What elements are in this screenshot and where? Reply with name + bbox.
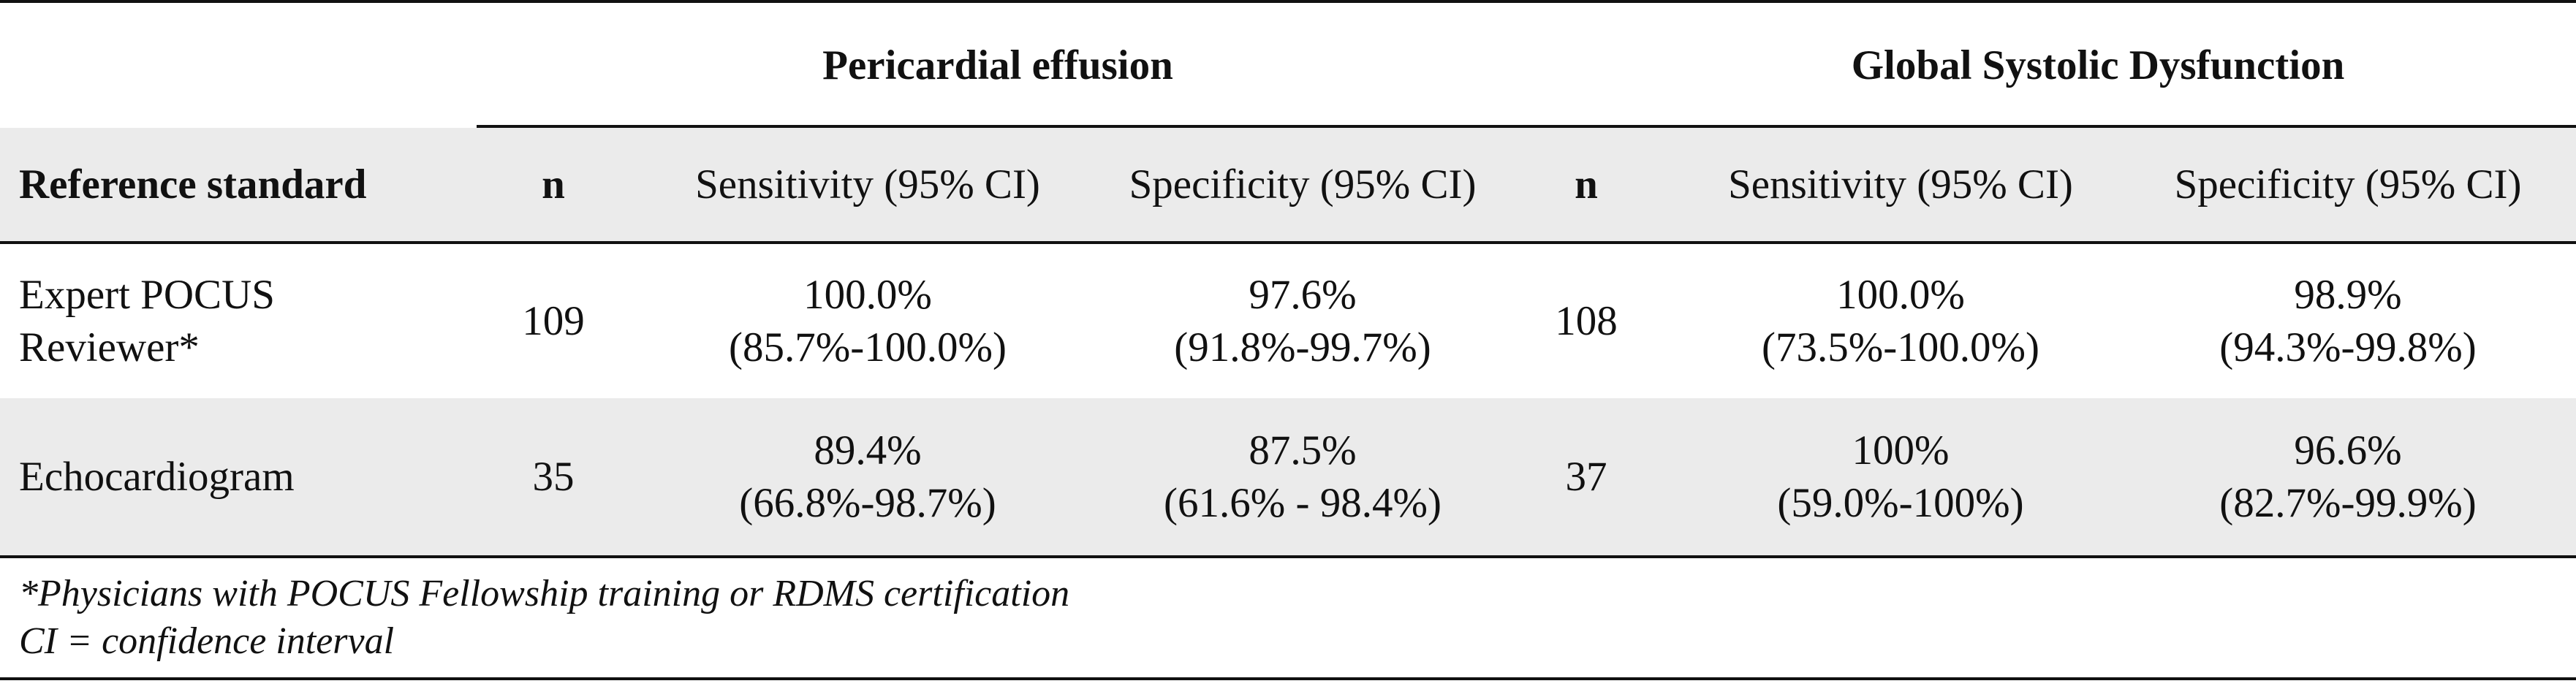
- table-row-2-sensitivity-pericardial: 89.4% (66.8%-98.7%): [630, 398, 1105, 555]
- footnote-ci: CI = confidence interval: [19, 620, 395, 662]
- group-header-pericardial: Pericardial effusion: [822, 42, 1173, 88]
- row-1-sens2-ci: (73.5%-100.0%): [1762, 324, 2039, 370]
- table-row-1-sensitivity-pericardial: 100.0% (85.7%-100.0%): [630, 244, 1105, 398]
- row-2-spec1-value: 87.5%: [1249, 427, 1357, 473]
- table-row-1-reference: Expert POCUS Reviewer*: [0, 244, 477, 398]
- row-2-spec2-ci: (82.7%-99.9%): [2219, 479, 2477, 526]
- row-2-sens1-ci: (66.8%-98.7%): [739, 479, 996, 526]
- group-header-systolic: Global Systolic Dysfunction: [1851, 42, 2345, 88]
- footnote-physicians: *Physicians with POCUS Fellowship traini…: [19, 573, 1070, 614]
- row-1-sens2-value: 100.0%: [1836, 271, 1965, 318]
- header-rule: [0, 241, 2576, 244]
- table-row-1-n-pericardial: 109: [522, 297, 585, 344]
- group-rule: [477, 125, 2576, 128]
- header-n-systolic: n: [1575, 161, 1598, 208]
- row-2-sens2-ci: (59.0%-100%): [1777, 479, 2024, 526]
- header-reference-standard: Reference standard: [19, 161, 367, 208]
- table-row-2-reference: Echocardiogram: [19, 453, 295, 500]
- header-band: [0, 128, 2576, 241]
- header-specificity-systolic: Specificity (95% CI): [2174, 161, 2522, 208]
- row-1-reference-line-1: Expert POCUS: [19, 271, 275, 318]
- table-row-2-n-systolic: 37: [1565, 453, 1607, 500]
- table-row-1-specificity-systolic: 98.9% (94.3%-99.8%): [2120, 244, 2576, 398]
- row-1-spec1-value: 97.6%: [1249, 271, 1357, 318]
- row-2-spec2-value: 96.6%: [2294, 427, 2402, 473]
- row-1-sens1-value: 100.0%: [803, 271, 932, 318]
- row-1-spec2-ci: (94.3%-99.8%): [2219, 324, 2477, 370]
- header-sensitivity-pericardial: Sensitivity (95% CI): [695, 161, 1040, 208]
- row-2-sens2-value: 100%: [1852, 427, 1950, 473]
- row-band-2: [0, 398, 2576, 555]
- row-1-sens1-ci: (85.7%-100.0%): [729, 324, 1007, 370]
- top-rule: [0, 0, 2576, 3]
- header-specificity-pericardial: Specificity (95% CI): [1129, 161, 1477, 208]
- table-row-1-sensitivity-systolic: 100.0% (73.5%-100.0%): [1667, 244, 2134, 398]
- row-2-sens1-value: 89.4%: [814, 427, 922, 473]
- bottom-rule: [0, 677, 2576, 680]
- row-2-spec1-ci: (61.6% - 98.4%): [1164, 479, 1442, 526]
- body-bottom-rule: [0, 555, 2576, 558]
- table-row-2-specificity-pericardial: 87.5% (61.6% - 98.4%): [1083, 398, 1522, 555]
- header-n-pericardial: n: [542, 161, 565, 208]
- table-row-1-n-systolic: 108: [1555, 297, 1618, 344]
- header-sensitivity-systolic: Sensitivity (95% CI): [1728, 161, 2073, 208]
- row-1-reference-line-2: Reviewer*: [19, 324, 200, 370]
- table-row-2-sensitivity-systolic: 100% (59.0%-100%): [1667, 398, 2134, 555]
- row-1-spec1-ci: (91.8%-99.7%): [1174, 324, 1431, 370]
- row-1-spec2-value: 98.9%: [2294, 271, 2402, 318]
- table-row-2-specificity-systolic: 96.6% (82.7%-99.9%): [2120, 398, 2576, 555]
- table-row-1-specificity-pericardial: 97.6% (91.8%-99.7%): [1083, 244, 1522, 398]
- table-row-2-n-pericardial: 35: [532, 453, 575, 500]
